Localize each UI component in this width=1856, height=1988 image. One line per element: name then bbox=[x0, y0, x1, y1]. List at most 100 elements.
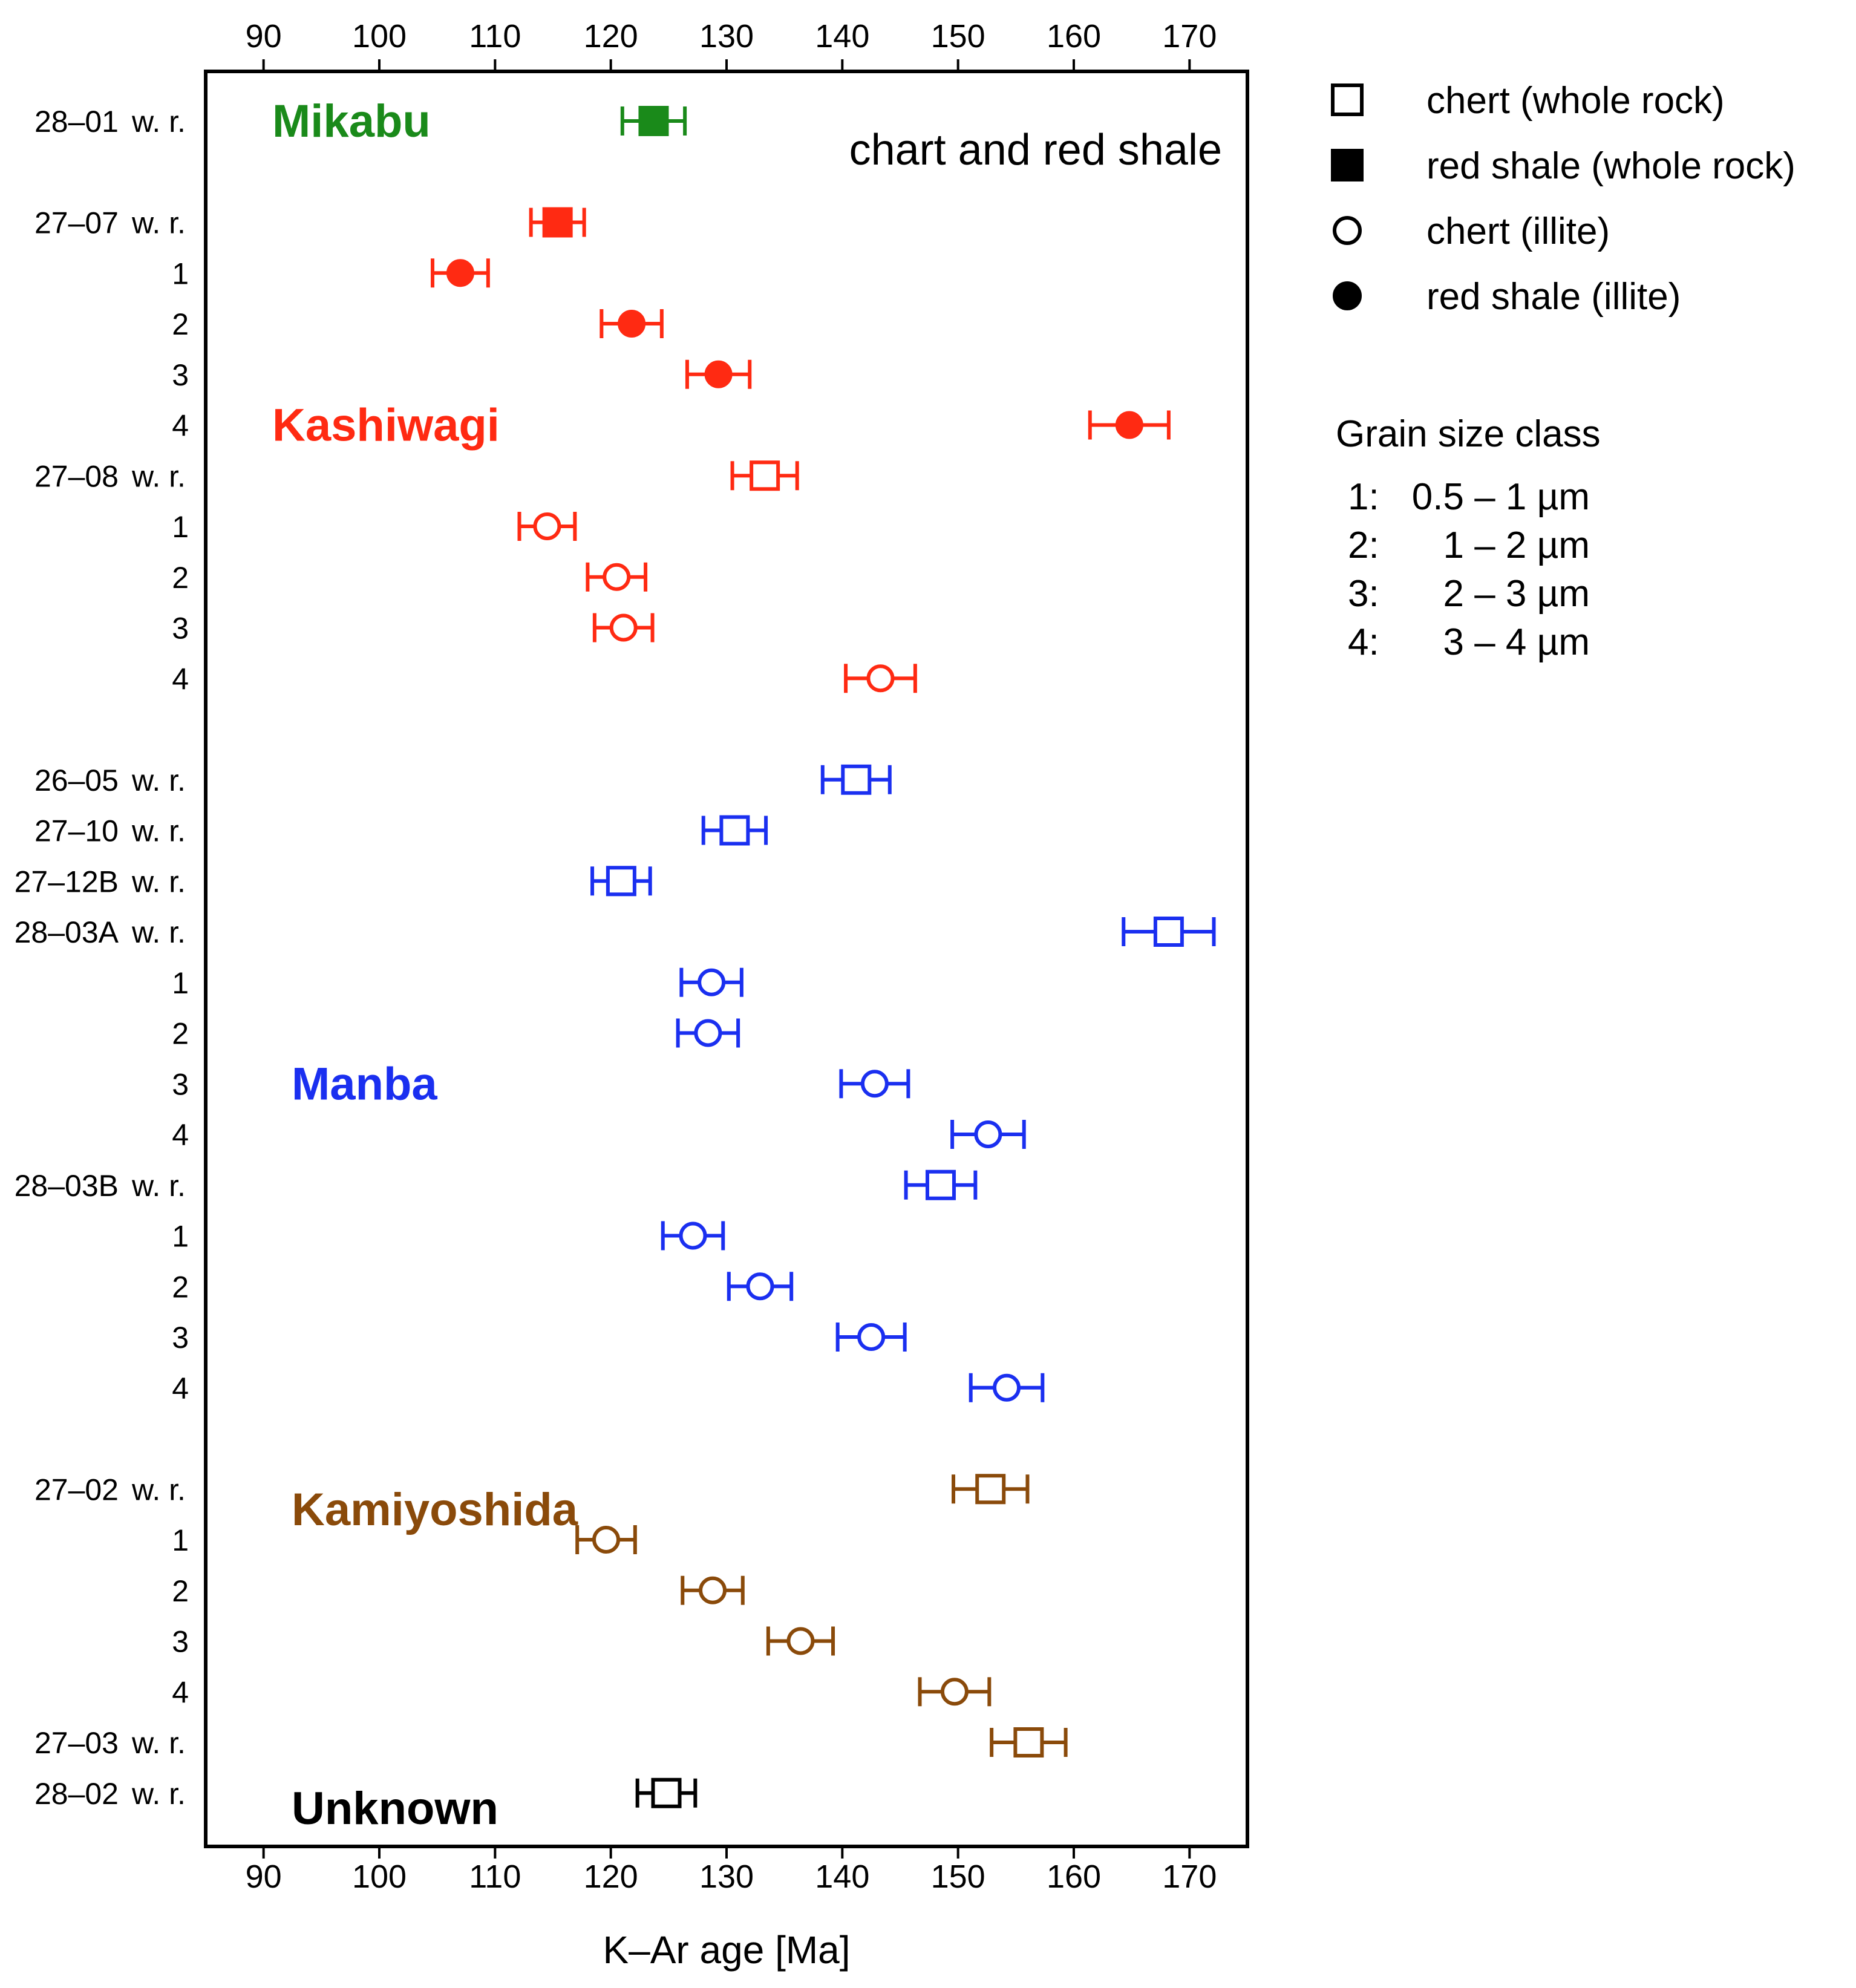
x-tick-label-bottom: 160 bbox=[1047, 1859, 1101, 1895]
grain-class-label: 3 bbox=[172, 358, 189, 392]
data-point bbox=[600, 309, 664, 338]
grain-class-label: 1 bbox=[172, 966, 189, 1000]
data-point bbox=[575, 1525, 637, 1554]
open-circle-marker bbox=[857, 1323, 886, 1351]
open-circle-marker bbox=[694, 1019, 722, 1047]
data-point bbox=[839, 1069, 910, 1099]
x-tick-label-top: 170 bbox=[1162, 18, 1217, 54]
whole-rock-label: w. r. bbox=[131, 814, 186, 848]
legend-label: chert (whole rock) bbox=[1426, 80, 1725, 122]
whole-rock-label: w. r. bbox=[131, 1777, 186, 1811]
group-labels: Mikabu Kashiwagi Manba Kamiyoshida Unknown bbox=[272, 96, 578, 1834]
sample-id-label: 27–10 bbox=[34, 814, 119, 848]
data-point bbox=[727, 1272, 794, 1301]
axis-ticks: 90 90 100 100 110 110 120 120 130 130 140 140 150 150… bbox=[246, 18, 1217, 1895]
open-circle-marker bbox=[699, 1576, 727, 1604]
whole-rock-label: w. r. bbox=[131, 865, 186, 898]
data-point bbox=[685, 359, 752, 389]
legend-label: red shale (whole rock) bbox=[1426, 145, 1796, 187]
grain-size-class-range: 1 – 2 µm bbox=[1443, 525, 1590, 566]
grain-size-class-range: 0.5 – 1 µm bbox=[1412, 476, 1590, 518]
x-tick-label-bottom: 140 bbox=[815, 1859, 869, 1895]
group-label: Kashiwagi bbox=[272, 400, 500, 451]
open-square-marker bbox=[1013, 1727, 1044, 1757]
data-point bbox=[701, 815, 768, 846]
open-circle-marker bbox=[940, 1678, 969, 1706]
data-point bbox=[952, 1474, 1030, 1505]
grain-class-label: 2 bbox=[172, 1017, 189, 1051]
data-point bbox=[676, 1018, 740, 1048]
data-point bbox=[592, 613, 655, 643]
grain-class-label: 4 bbox=[172, 409, 189, 443]
whole-rock-label: w. r. bbox=[131, 459, 186, 493]
sample-id-label: 28–03B bbox=[15, 1169, 119, 1203]
x-tick-label-top: 120 bbox=[584, 18, 638, 54]
x-tick-label-top: 110 bbox=[469, 18, 521, 54]
sample-id-label: 26–05 bbox=[34, 763, 119, 797]
filled-circle-marker bbox=[1115, 411, 1143, 439]
sample-id-label: 27–02 bbox=[34, 1473, 119, 1506]
sample-id-label: 27–08 bbox=[34, 459, 119, 493]
whole-rock-label: w. r. bbox=[131, 1726, 186, 1760]
sample-id-label: 28–03A bbox=[15, 915, 119, 949]
open-circle-marker bbox=[860, 1070, 889, 1098]
x-tick-label-top: 150 bbox=[931, 18, 985, 54]
open-square-marker bbox=[841, 764, 872, 795]
x-tick-label-bottom: 100 bbox=[352, 1859, 407, 1895]
grain-class-label: 4 bbox=[172, 1372, 189, 1405]
grain-size-class-range: 2 – 3 µm bbox=[1443, 573, 1590, 615]
open-square-marker bbox=[606, 866, 636, 897]
data-point bbox=[730, 460, 799, 491]
sample-id-label: 28–02 bbox=[34, 1777, 119, 1811]
sample-id-label: 27–07 bbox=[34, 206, 119, 240]
open-circle-marker bbox=[698, 968, 726, 996]
open-square-marker bbox=[719, 815, 750, 846]
grain-class-label: 3 bbox=[172, 1625, 189, 1659]
x-tick-label-bottom: 110 bbox=[469, 1859, 521, 1895]
filled-square-marker bbox=[638, 106, 669, 136]
data-point bbox=[681, 1575, 745, 1605]
data-point bbox=[904, 1169, 978, 1200]
x-tick-label-top: 90 bbox=[246, 18, 282, 54]
legend-open-square bbox=[1331, 83, 1364, 116]
open-circle-marker bbox=[974, 1120, 1002, 1148]
grain-size-class-range: 3 – 4 µm bbox=[1443, 621, 1590, 663]
data-point bbox=[766, 1626, 835, 1656]
x-tick-label-bottom: 150 bbox=[931, 1859, 985, 1895]
grain-class-label: 1 bbox=[172, 510, 189, 544]
grain-class-label: 2 bbox=[172, 1574, 189, 1608]
data-point bbox=[590, 866, 652, 897]
grain-class-label: 4 bbox=[172, 662, 189, 696]
x-tick-label-bottom: 90 bbox=[246, 1859, 282, 1895]
x-tick-label-bottom: 120 bbox=[584, 1859, 638, 1895]
x-tick-label-bottom: 170 bbox=[1162, 1859, 1217, 1895]
open-circle-marker bbox=[786, 1627, 815, 1655]
open-square-marker bbox=[651, 1777, 682, 1808]
data-point bbox=[990, 1727, 1068, 1757]
whole-rock-label: w. r. bbox=[131, 915, 186, 949]
filled-circle-marker bbox=[704, 360, 733, 388]
grain-size-class-number: 1: bbox=[1348, 476, 1379, 518]
grain-class-label: 2 bbox=[172, 561, 189, 595]
legend-open-circle bbox=[1333, 216, 1362, 245]
open-circle-marker bbox=[592, 1526, 621, 1554]
open-square-marker bbox=[975, 1474, 1006, 1505]
legend-filled-square bbox=[1331, 149, 1364, 181]
grain-class-label: 2 bbox=[172, 1270, 189, 1304]
grain-size-legend: Grain size class 1: 0.5 – 1 µm 2: 1 – 2 µm 3:… bbox=[1336, 413, 1601, 663]
open-square-marker bbox=[925, 1169, 956, 1200]
legend-label: red shale (illite) bbox=[1426, 276, 1681, 318]
plot-frame bbox=[204, 70, 1249, 1848]
grain-class-label: 1 bbox=[172, 1523, 189, 1557]
grain-size-title: Grain size class bbox=[1336, 413, 1601, 455]
sample-id-label: 28–01 bbox=[34, 105, 119, 139]
grain-size-class-number: 2: bbox=[1348, 525, 1379, 566]
data-point bbox=[918, 1677, 992, 1707]
filled-square-marker bbox=[542, 207, 573, 238]
data-point bbox=[950, 1120, 1026, 1149]
data-point bbox=[517, 512, 577, 541]
data-point bbox=[844, 664, 917, 693]
grain-class-label: 3 bbox=[172, 612, 189, 646]
data-point bbox=[1122, 917, 1216, 947]
